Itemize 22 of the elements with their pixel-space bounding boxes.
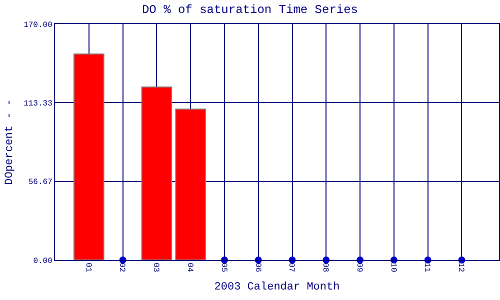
x-axis-title: 2003 Calendar Month (214, 282, 340, 294)
y-tick-label: 113.33 (24, 99, 53, 108)
x-tick-label: 02 (117, 262, 126, 272)
chart-title: DO % of saturation Time Series (142, 2, 358, 17)
x-tick-label: 05 (218, 262, 228, 272)
x-tick-label: 03 (151, 262, 160, 272)
bar (141, 86, 172, 260)
x-tick-label: 06 (252, 262, 262, 272)
bar (73, 53, 104, 260)
y-tick-label: 170.00 (24, 20, 53, 30)
x-tick-label: 01 (83, 262, 92, 272)
x-tick-label: 04 (184, 262, 194, 272)
x-tick-label: 08 (320, 262, 330, 272)
x-tick-label: 09 (354, 262, 364, 272)
x-tick-label: 11 (422, 262, 432, 272)
x-tick-label: 10 (388, 262, 398, 272)
x-tick-label: 12 (456, 262, 466, 272)
bar (175, 108, 206, 260)
y-axis-title: DOpercent - - (4, 99, 16, 185)
x-tick-label: 07 (286, 262, 296, 272)
y-tick-label: 0.00 (33, 256, 53, 266)
y-tick-label: 56.67 (28, 178, 53, 188)
